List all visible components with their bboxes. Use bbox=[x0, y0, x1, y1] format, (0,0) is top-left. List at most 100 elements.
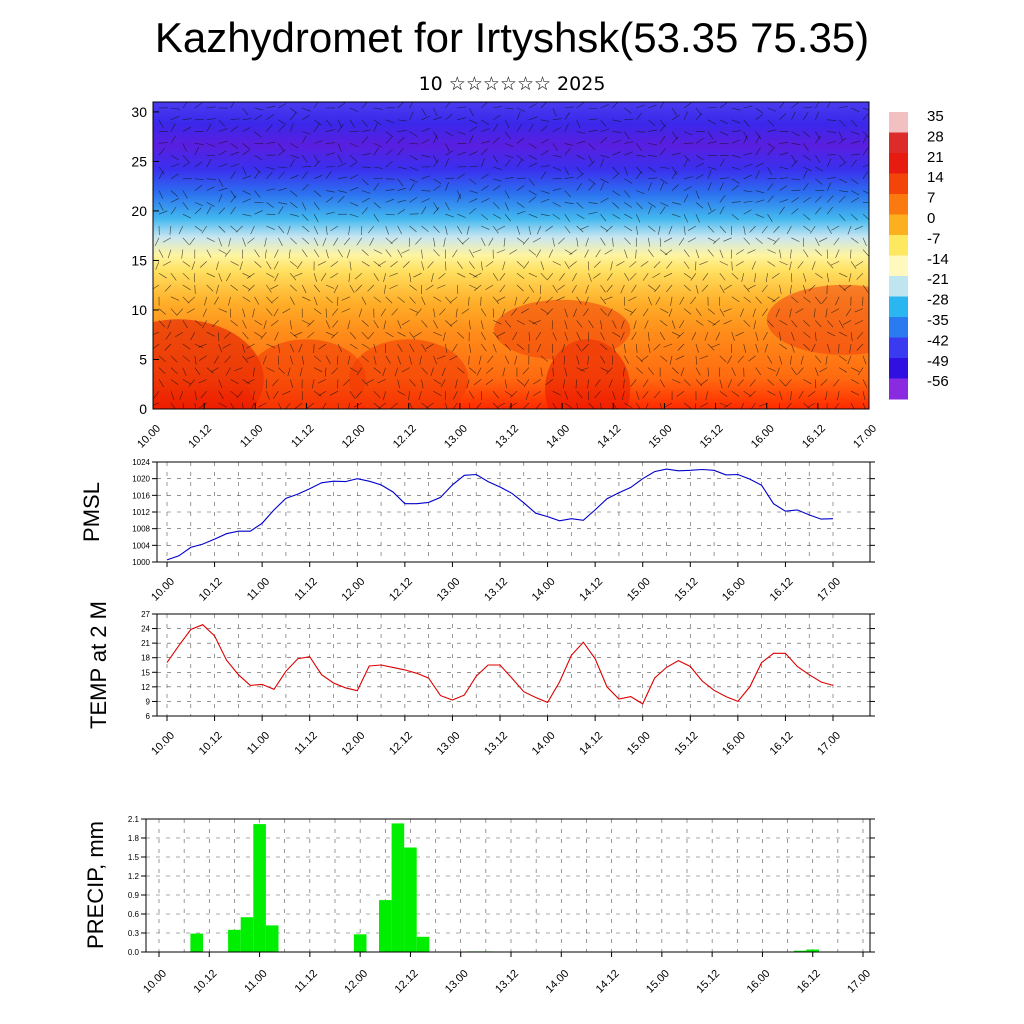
wind-barb bbox=[457, 331, 465, 339]
wind-barb bbox=[504, 202, 509, 211]
wind-barb bbox=[731, 178, 740, 184]
wind-barb bbox=[576, 367, 585, 372]
wind-barb bbox=[743, 190, 753, 193]
x-tick-label: 14.12 bbox=[595, 423, 623, 451]
wind-barb bbox=[672, 152, 681, 156]
wind-barb bbox=[358, 308, 363, 318]
wind-barb bbox=[317, 379, 327, 384]
wind-barb bbox=[278, 206, 284, 215]
wind-barb bbox=[612, 172, 620, 180]
wind-barb bbox=[278, 119, 286, 126]
wind-barb bbox=[194, 320, 203, 327]
precip-bar bbox=[793, 950, 807, 952]
wind-barb bbox=[158, 367, 166, 375]
wind-barb bbox=[532, 320, 541, 325]
colorbar-label: -14 bbox=[927, 251, 949, 268]
wind-barb bbox=[433, 379, 442, 385]
wind-barb bbox=[480, 185, 489, 191]
wind-barb bbox=[373, 182, 380, 191]
y-tick-label: 9 bbox=[146, 697, 151, 706]
wind-barb bbox=[571, 284, 577, 293]
wind-barb bbox=[600, 119, 607, 128]
wind-barb bbox=[850, 249, 852, 259]
wind-barb bbox=[815, 102, 820, 109]
wind-barb bbox=[803, 296, 811, 303]
wind-barb bbox=[605, 225, 613, 233]
wind-barb bbox=[496, 249, 506, 254]
x-tick-label: 10.00 bbox=[149, 576, 177, 604]
wind-barb bbox=[389, 272, 398, 277]
wind-barb bbox=[397, 119, 407, 122]
wind-barb bbox=[826, 206, 833, 215]
y-tick-label: 1004 bbox=[132, 541, 150, 550]
wind-barb bbox=[206, 367, 214, 374]
wind-barb bbox=[349, 343, 358, 350]
wind-barb bbox=[540, 261, 545, 270]
wind-barb bbox=[481, 225, 490, 230]
wind-barb bbox=[251, 402, 255, 409]
wind-barb bbox=[445, 113, 453, 121]
wind-barb bbox=[585, 237, 589, 247]
x-tick-label: 11.00 bbox=[245, 730, 272, 757]
y-tick-label: 5 bbox=[139, 351, 147, 367]
wind-barb bbox=[452, 402, 458, 409]
wind-barb bbox=[636, 402, 641, 409]
wind-barb bbox=[648, 119, 656, 126]
wind-barb bbox=[695, 367, 701, 376]
wind-barb bbox=[653, 261, 661, 269]
wind-barb bbox=[242, 149, 250, 156]
wind-barb bbox=[552, 284, 558, 293]
wind-barb bbox=[811, 343, 816, 353]
wind-barb bbox=[254, 166, 262, 174]
y-tick-label: 0.3 bbox=[128, 929, 140, 938]
wind-barb bbox=[676, 390, 685, 397]
wind-barb bbox=[603, 296, 613, 301]
wind-barb bbox=[633, 320, 637, 330]
wind-barb bbox=[719, 249, 724, 259]
wind-barb bbox=[199, 402, 207, 409]
wind-barb bbox=[278, 202, 288, 205]
wind-barb bbox=[699, 261, 708, 265]
wind-barb bbox=[325, 171, 332, 179]
wind-barb bbox=[230, 118, 240, 121]
wind-barb bbox=[719, 154, 729, 157]
wind-barb bbox=[503, 237, 506, 247]
wind-barb bbox=[572, 273, 577, 282]
wind-barb bbox=[755, 107, 764, 114]
wind-barb bbox=[723, 237, 732, 242]
wind-barb bbox=[369, 237, 375, 246]
wind-barb bbox=[803, 131, 811, 138]
wind-barb bbox=[401, 320, 410, 326]
wind-barb bbox=[779, 206, 785, 215]
wind-barb bbox=[838, 343, 840, 353]
wind-barb bbox=[605, 367, 613, 375]
wind-barb bbox=[504, 214, 511, 222]
wind-barb bbox=[170, 367, 178, 375]
wind-barb bbox=[469, 190, 478, 194]
wind-barb bbox=[457, 106, 467, 109]
wind-barb bbox=[349, 391, 356, 399]
wind-barb bbox=[360, 225, 363, 236]
wind-barb bbox=[606, 284, 613, 293]
wind-barb bbox=[409, 197, 418, 203]
wind-barb bbox=[695, 214, 700, 223]
wind-barb bbox=[624, 249, 628, 259]
wind-barb bbox=[218, 343, 223, 353]
wind-barb bbox=[397, 296, 405, 303]
wind-barb bbox=[803, 402, 811, 409]
precip-bar bbox=[253, 824, 266, 952]
wind-barb bbox=[719, 119, 728, 125]
wind-barb bbox=[564, 123, 569, 132]
wind-barb bbox=[624, 118, 634, 121]
wind-barb bbox=[843, 284, 852, 291]
wind-barb bbox=[813, 308, 816, 318]
wind-barb bbox=[838, 155, 846, 163]
wind-barb bbox=[631, 332, 637, 341]
wind-barb bbox=[361, 197, 370, 203]
colorbar-label: -7 bbox=[927, 230, 940, 247]
wind-barb bbox=[325, 331, 335, 337]
wind-barb bbox=[683, 102, 692, 109]
wind-barb bbox=[409, 225, 417, 233]
wind-barb bbox=[612, 139, 621, 144]
